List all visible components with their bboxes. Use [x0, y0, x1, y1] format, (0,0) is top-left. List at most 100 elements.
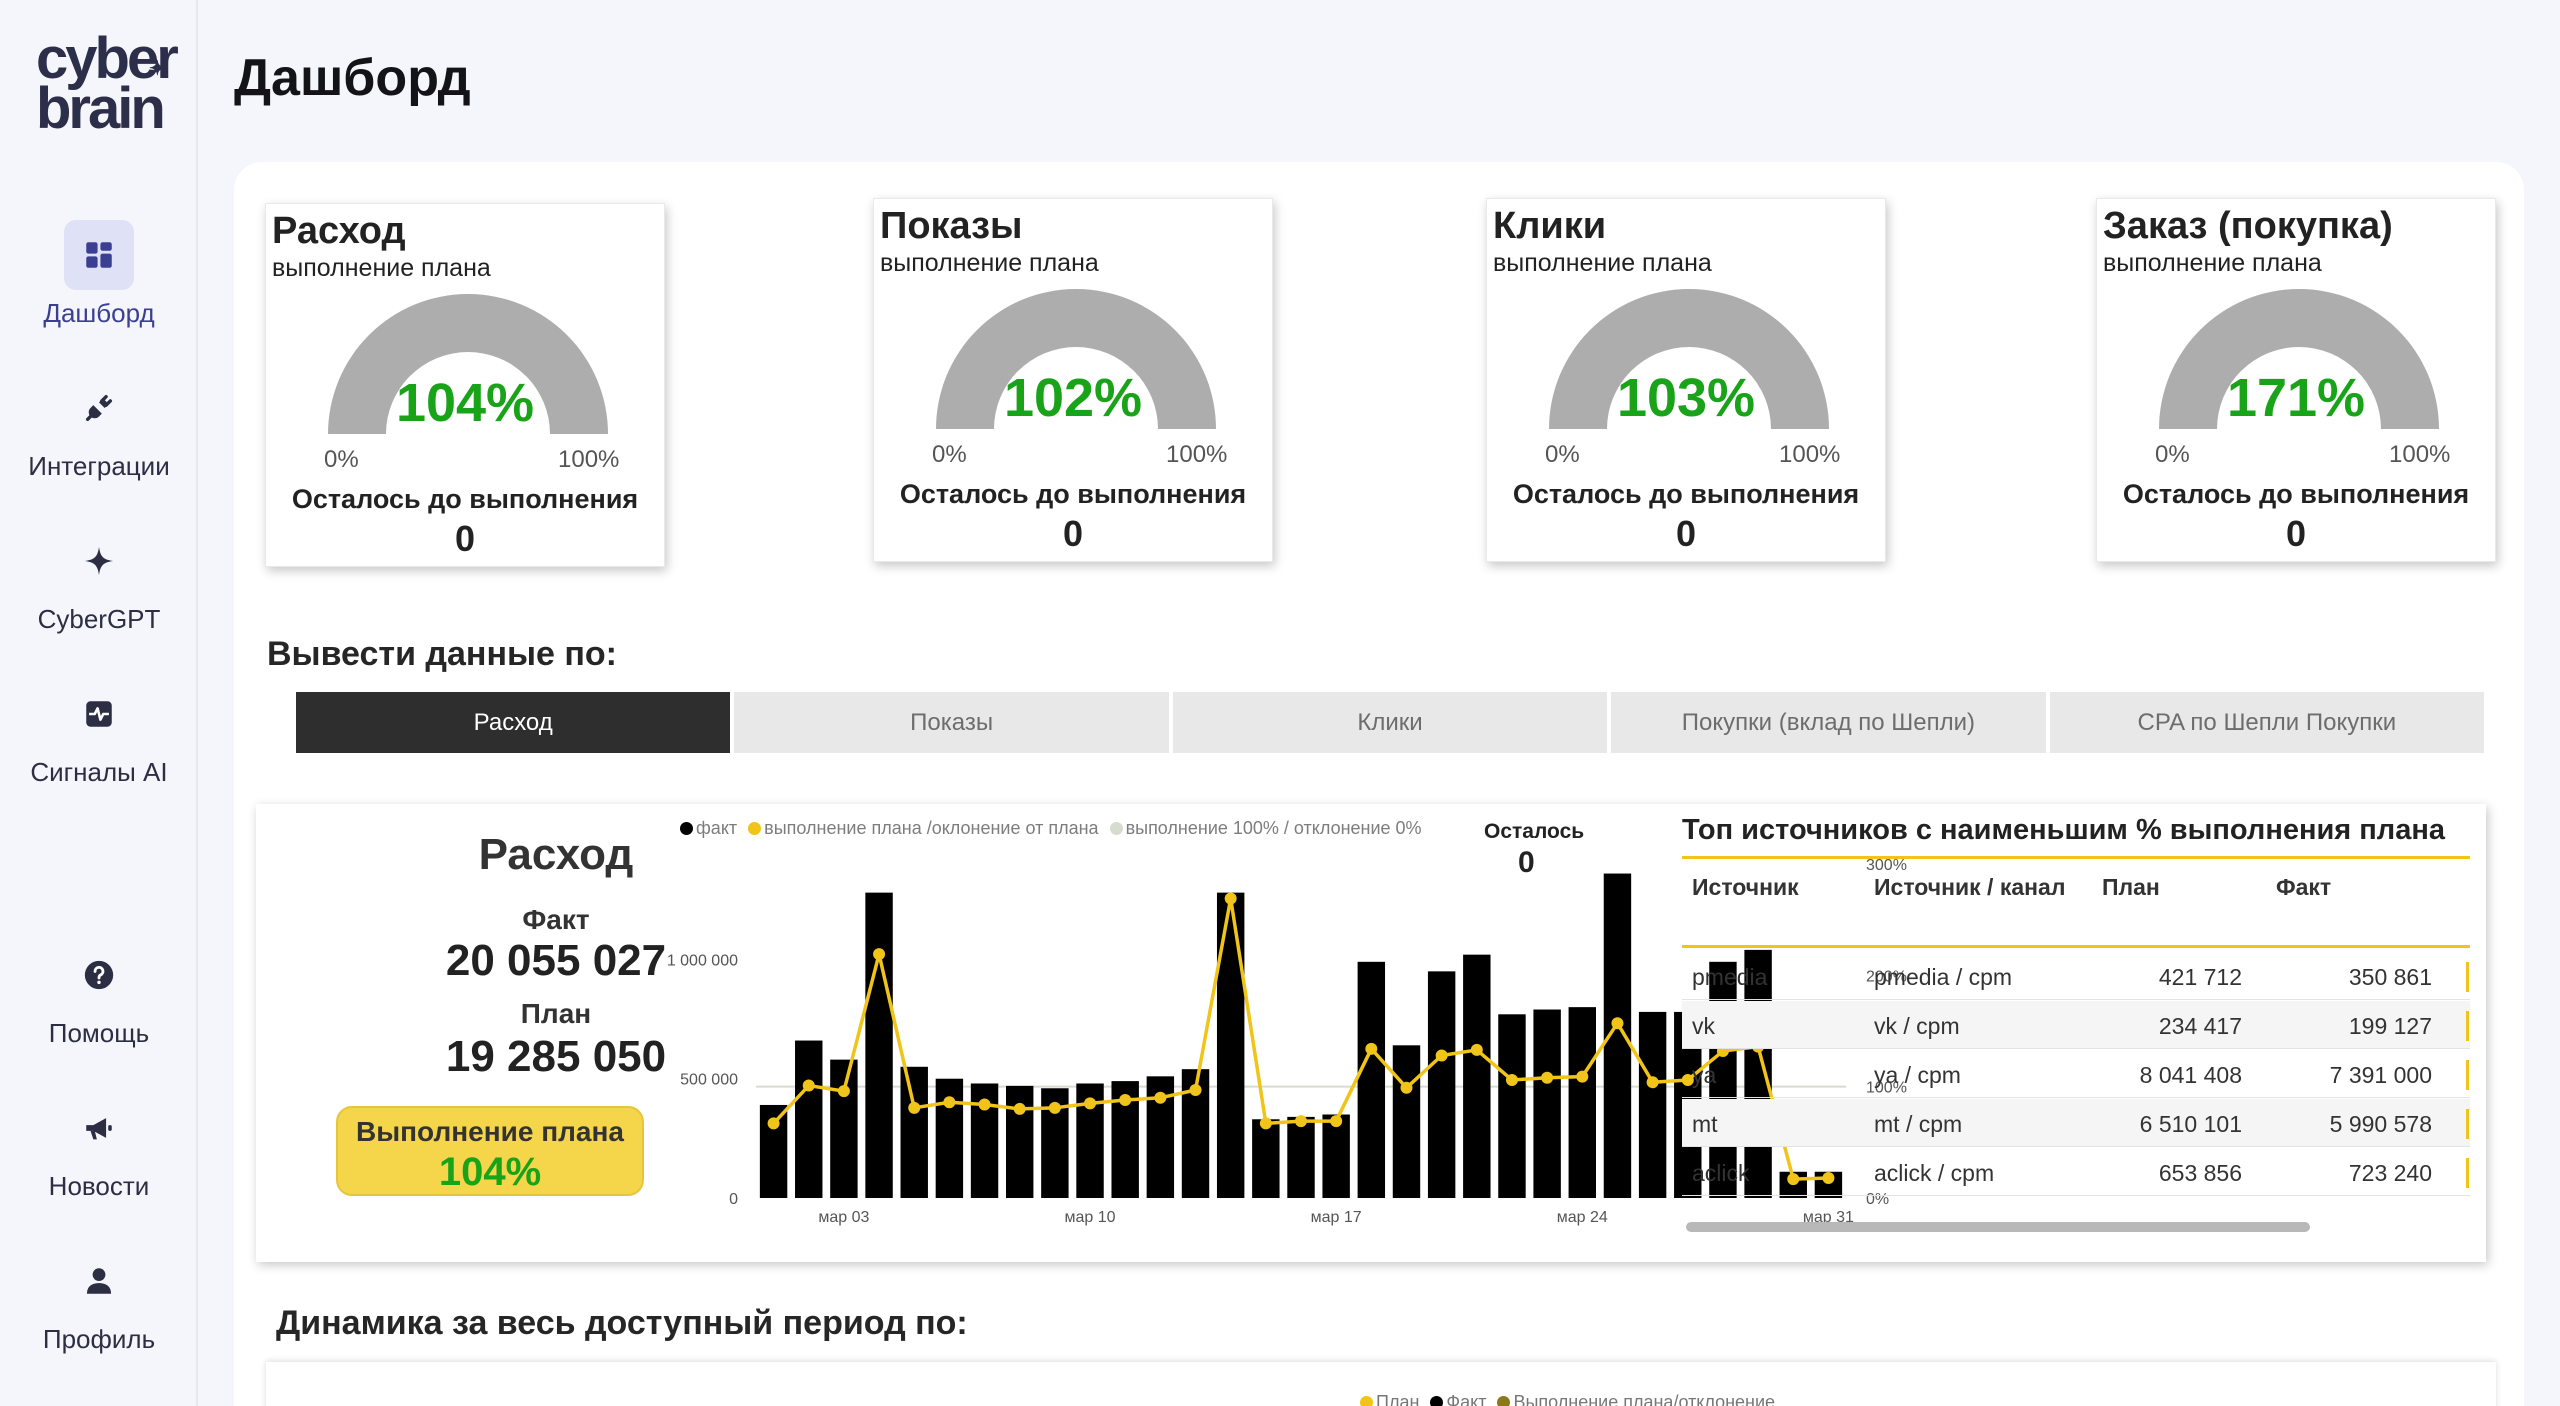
row-indicator: [2466, 962, 2469, 992]
x-tick-label: мар 10: [1065, 1209, 1116, 1226]
gauge-min-label: 0%: [2155, 441, 2190, 468]
dynamics-legend: План Факт Выполнение плана/отклонение: [1360, 1392, 1775, 1406]
plan-completion-point: [1787, 1173, 1800, 1186]
kpi-remaining-label: Осталось до выполнения: [1512, 479, 1860, 509]
table-header: Источник Источник / канал План Факт: [1682, 866, 2470, 948]
plan-completion-point: [1365, 1042, 1378, 1055]
plan-completion-point: [1330, 1115, 1343, 1128]
logo-spark-icon: ✦: [149, 58, 166, 80]
kpi-remaining-value: 0: [454, 518, 476, 559]
cell-plan: 6 510 101: [2139, 1111, 2242, 1137]
legend-fact: факт: [696, 818, 738, 838]
sidebar-item-signals[interactable]: Сигналы AI: [0, 679, 198, 788]
logo-line-1: cyber: [36, 26, 179, 91]
sparkle-icon: [64, 526, 134, 596]
cell-source: aclick: [1692, 1160, 1750, 1186]
cell-fact: 723 240: [2348, 1160, 2432, 1186]
sidebar-item-cybergpt[interactable]: CyberGPT: [0, 526, 198, 635]
gauge-chart: [936, 289, 1216, 429]
gauge-chart: [328, 294, 608, 434]
table-horizontal-scrollbar[interactable]: [1686, 1222, 2310, 1232]
plan-completion-point: [1505, 1073, 1518, 1086]
dynamics-label: Динамика за весь доступный период по:: [276, 1304, 968, 1342]
kpi-subtitle: выполнение плана: [1493, 249, 1712, 277]
sidebar-item-label: CyberGPT: [37, 604, 161, 634]
kpi-remaining-label: Осталось до выполнения: [899, 479, 1247, 509]
plan-value: 19 285 050: [445, 1032, 667, 1081]
bar: [1533, 1009, 1561, 1198]
dashboard-icon: [64, 220, 134, 290]
sidebar-item-profile[interactable]: Профиль: [0, 1246, 198, 1355]
kpi-card-orders: Заказ (покупка) выполнение плана 171% 0%…: [2096, 198, 2496, 562]
tab-clicks[interactable]: Клики: [1172, 692, 1608, 753]
plan-completion-point: [1189, 1084, 1202, 1097]
fact-label: Факт: [522, 904, 590, 935]
y-left-tick-label: 0: [729, 1191, 738, 1208]
col-plan[interactable]: План: [2102, 874, 2160, 900]
sidebar-item-label: Помощь: [48, 1018, 150, 1048]
filter-label: Вывести данные по:: [267, 635, 617, 673]
bar: [1216, 892, 1245, 1198]
cell-source: pmedia: [1692, 964, 1768, 990]
gauge-chart: [2159, 289, 2439, 429]
plan-completion-point: [978, 1098, 991, 1111]
megaphone-icon: [64, 1093, 134, 1163]
table-row[interactable]: vk vk / cpm 234 417 199 127: [1682, 1001, 2470, 1049]
logo[interactable]: cyber brain ✦: [36, 26, 179, 138]
kpi-title: Клики: [1493, 205, 1607, 247]
row-indicator: [2466, 1060, 2469, 1090]
legend-dot-full: [1109, 822, 1123, 835]
sidebar-item-integrations[interactable]: Интеграции: [0, 373, 198, 482]
plan-completion-point: [1295, 1115, 1307, 1128]
sidebar-item-help[interactable]: Помощь: [0, 940, 198, 1049]
kpi-title: Показы: [880, 205, 1023, 247]
bar: [1463, 954, 1491, 1198]
bar: [1322, 1114, 1350, 1198]
gauge-max-label: 100%: [1779, 441, 1841, 468]
cell-channel: mt / cpm: [1874, 1111, 1963, 1137]
row-indicator: [2466, 1109, 2469, 1139]
table-row[interactable]: aclick aclick / cpm 653 856 723 240: [1682, 1148, 2470, 1196]
gauge-min-label: 0%: [932, 441, 967, 468]
cell-channel: vk / cpm: [1874, 1013, 1960, 1039]
cell-source: ya: [1692, 1062, 1717, 1088]
bar: [900, 1066, 928, 1198]
cell-channel: pmedia / cpm: [1874, 964, 2013, 990]
x-tick-label: мар 31: [1803, 1209, 1854, 1226]
help-icon: [64, 940, 134, 1010]
legend-plan: выполнение плана /оклонение от плана: [764, 818, 1099, 838]
tab-spend[interactable]: Расход: [296, 692, 731, 753]
chart-remaining-value: 0: [1518, 846, 1535, 879]
plan-completion-point: [1541, 1071, 1554, 1084]
col-source[interactable]: Источник: [1692, 874, 1799, 900]
page-title: Дашборд: [234, 49, 471, 107]
plan-completion-point: [873, 948, 886, 961]
sidebar-item-news[interactable]: Новости: [0, 1093, 198, 1202]
tab-impressions[interactable]: Показы: [734, 692, 1169, 753]
plan-completion-point: [1822, 1171, 1835, 1184]
tab-purchases-shapley[interactable]: Покупки (вклад по Шепли): [1611, 692, 2046, 753]
kpi-title: Расход: [272, 210, 406, 252]
col-fact[interactable]: Факт: [2276, 874, 2332, 900]
cell-source: mt: [1692, 1111, 1718, 1137]
kpi-percent: 104%: [395, 373, 535, 433]
cell-plan: 421 712: [2158, 964, 2242, 990]
plan-completion-point: [1576, 1070, 1589, 1083]
gauge-max-label: 100%: [1166, 441, 1228, 468]
table-row[interactable]: ya ya / cpm 8 041 408 7 391 000: [1682, 1050, 2470, 1098]
bar: [1287, 1116, 1315, 1198]
tab-cpa-shapley[interactable]: CPA по Шепли Покупки: [2049, 692, 2485, 753]
kpi-remaining-value: 0: [2285, 513, 2307, 554]
legend-completion: Выполнение плана/отклонение: [1513, 1392, 1776, 1406]
table-row[interactable]: pmedia pmedia / cpm 421 712 350 861: [1682, 952, 2470, 1000]
table-row[interactable]: mt mt / cpm 6 510 101 5 990 578: [1682, 1099, 2470, 1147]
sidebar-item-dashboard[interactable]: Дашборд: [0, 220, 198, 329]
cell-fact: 5 990 578: [2329, 1111, 2432, 1137]
y-left-tick-label: 500 000: [680, 1072, 738, 1089]
row-indicator: [2466, 1158, 2469, 1188]
col-source-channel[interactable]: Источник / канал: [1874, 874, 2066, 900]
plan-completion-point: [837, 1085, 850, 1098]
bar: [1005, 1085, 1034, 1198]
cell-source: vk: [1692, 1013, 1715, 1039]
bar: [1744, 949, 1772, 1198]
